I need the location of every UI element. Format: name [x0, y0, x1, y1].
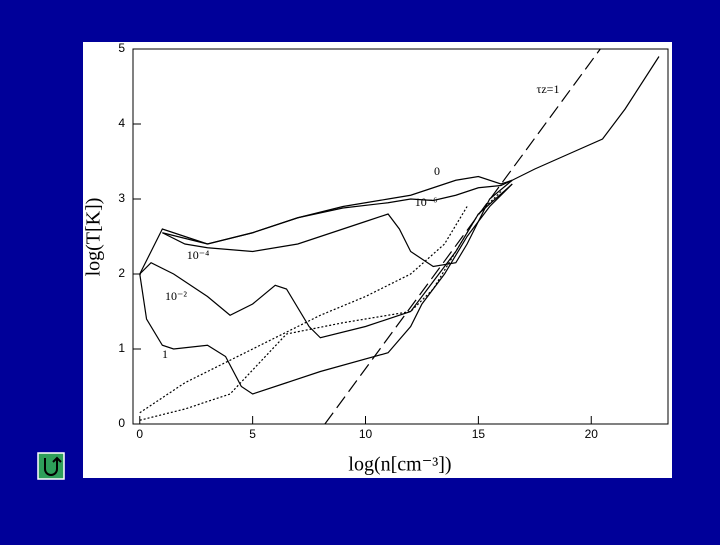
curve: [324, 48, 601, 425]
y-tick-label: 1: [118, 341, 125, 355]
x-axis-label: log(n[cm⁻³]): [348, 454, 451, 476]
y-tick-label: 3: [118, 191, 125, 205]
curve-label: 10⁻⁴: [187, 248, 210, 262]
curve: [139, 56, 660, 275]
x-tick-label: 10: [359, 427, 373, 441]
y-tick-label: 2: [118, 266, 125, 280]
return-icon[interactable]: [44, 456, 62, 476]
chart-panel: [83, 42, 672, 478]
y-tick-label: 4: [118, 116, 125, 130]
curve-label: τz=1: [537, 82, 560, 96]
x-tick-label: 15: [472, 427, 486, 441]
x-tick-label: 0: [136, 427, 143, 441]
curve: [139, 191, 502, 421]
return-button[interactable]: [37, 452, 65, 480]
curve: [139, 183, 513, 339]
y-tick-label: 0: [118, 416, 125, 430]
curve-label: 10⁻²: [165, 289, 187, 303]
plot-frame: [132, 48, 669, 425]
y-axis-label: log(T[K]): [83, 198, 105, 277]
curve: [139, 183, 513, 395]
curve: [162, 179, 513, 268]
curve-label: 1: [162, 347, 168, 361]
x-tick-label: 5: [249, 427, 256, 441]
curve: [139, 206, 468, 414]
curve-label: 10⁻⁶: [415, 195, 438, 209]
curve-label: 0: [434, 164, 440, 178]
x-tick-label: 20: [585, 427, 599, 441]
curve: [162, 179, 513, 245]
y-tick-label: 5: [118, 41, 125, 55]
